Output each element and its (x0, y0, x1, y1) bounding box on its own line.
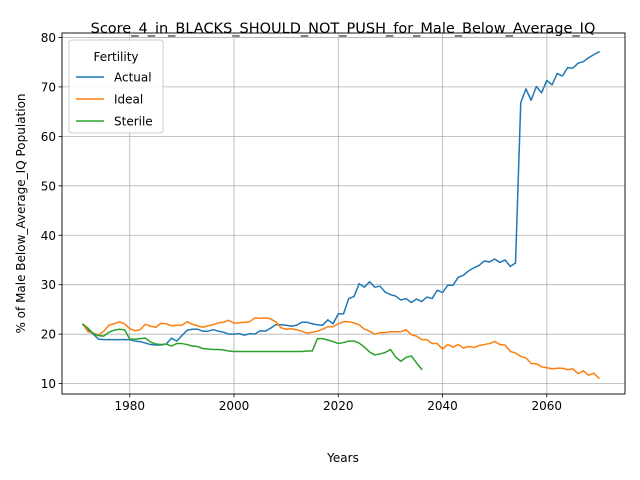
x-tick-label: 2060 (532, 399, 563, 413)
legend-label-ideal: Ideal (114, 93, 143, 107)
y-tick-label: 20 (41, 328, 56, 342)
legend: Fertility Actual Ideal Sterile (68, 39, 164, 134)
legend-box (68, 39, 164, 134)
x-tick-label: 2040 (427, 399, 458, 413)
plot-area-frame (61, 32, 626, 395)
axis-ticks: 1980 2000 2020 2040 2060 10 20 30 40 50 60 70 80 (41, 31, 562, 413)
legend-title: Fertility (93, 50, 138, 64)
y-tick-label: 40 (41, 229, 56, 243)
legend-label-sterile: Sterile (114, 115, 153, 129)
y-tick-label: 50 (41, 179, 56, 193)
series-line-ideal (81, 317, 601, 380)
legend-label-actual: Actual (114, 71, 152, 85)
x-tick-label: 2020 (323, 399, 354, 413)
chart-title: Score_4_in_BLACKS_SHOULD_NOT_PUSH_for_Ma… (91, 21, 596, 37)
series-line-sterile (81, 323, 423, 371)
grid (62, 33, 625, 394)
x-tick-label: 1980 (114, 399, 145, 413)
y-tick-label: 10 (41, 377, 56, 391)
y-axis-label: % of Male Below_Average_IQ Population (14, 93, 28, 333)
y-tick-label: 60 (41, 130, 56, 144)
y-tick-label: 30 (41, 278, 56, 292)
x-tick-label: 2000 (219, 399, 250, 413)
x-axis-label: Years (326, 451, 359, 465)
y-tick-label: 80 (41, 31, 56, 45)
series-lines (81, 50, 601, 380)
y-tick-label: 70 (41, 80, 56, 94)
series-line-actual (81, 50, 600, 346)
